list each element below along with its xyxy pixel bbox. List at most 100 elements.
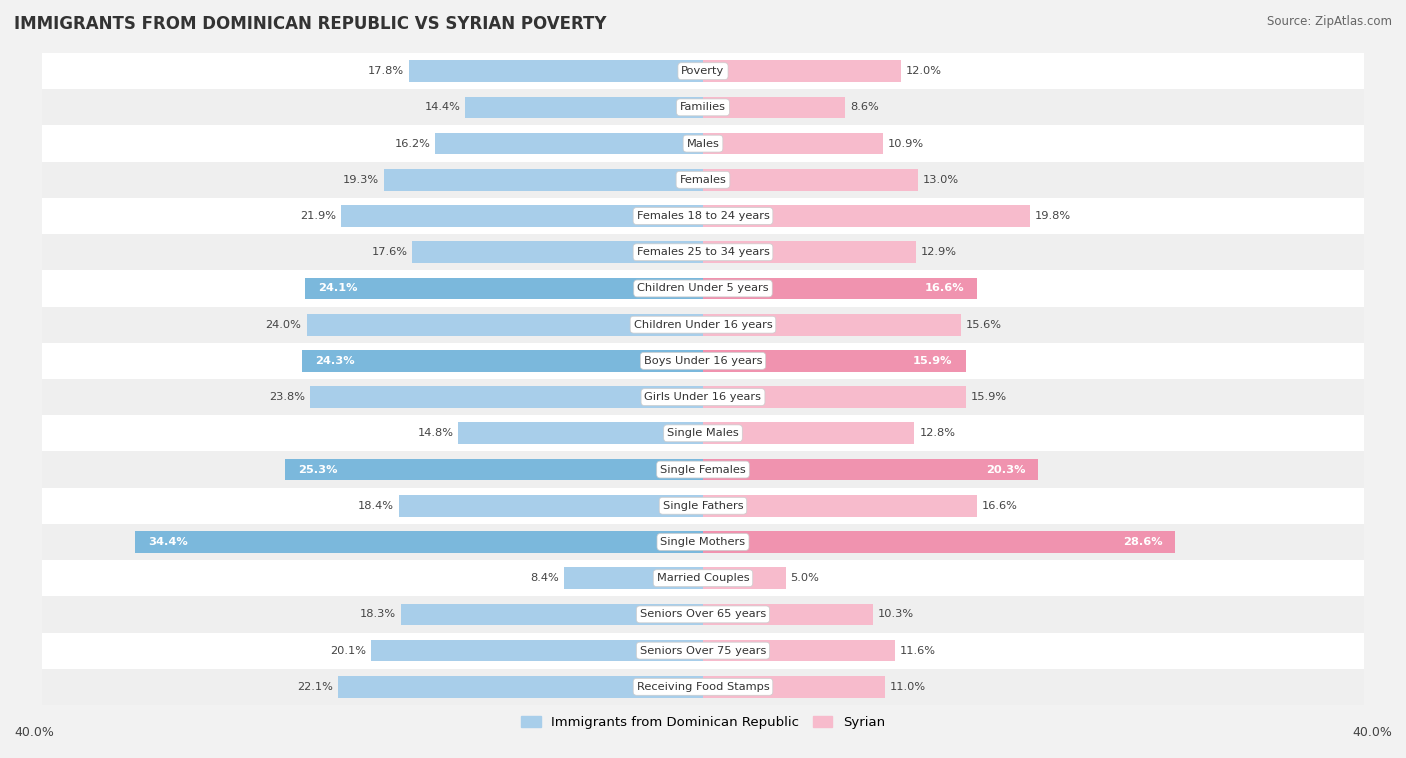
Text: IMMIGRANTS FROM DOMINICAN REPUBLIC VS SYRIAN POVERTY: IMMIGRANTS FROM DOMINICAN REPUBLIC VS SY… <box>14 15 606 33</box>
Bar <box>42 415 1364 452</box>
Text: 34.4%: 34.4% <box>148 537 187 547</box>
Bar <box>42 487 1364 524</box>
Text: 11.0%: 11.0% <box>890 682 925 692</box>
Bar <box>564 567 703 589</box>
Bar <box>42 306 1364 343</box>
Bar <box>337 676 703 697</box>
Text: 8.4%: 8.4% <box>530 573 560 583</box>
Bar <box>307 314 703 336</box>
Text: 18.3%: 18.3% <box>360 609 395 619</box>
Bar <box>42 560 1364 597</box>
Bar <box>305 277 703 299</box>
Bar <box>135 531 703 553</box>
Text: 19.8%: 19.8% <box>1035 211 1071 221</box>
Bar <box>703 459 1039 481</box>
Text: Seniors Over 65 years: Seniors Over 65 years <box>640 609 766 619</box>
Bar <box>285 459 703 481</box>
Bar <box>703 169 918 191</box>
Text: 12.0%: 12.0% <box>907 66 942 76</box>
Text: Seniors Over 75 years: Seniors Over 75 years <box>640 646 766 656</box>
Text: 17.8%: 17.8% <box>368 66 404 76</box>
Text: 20.1%: 20.1% <box>330 646 366 656</box>
Text: 20.3%: 20.3% <box>986 465 1025 475</box>
Bar <box>42 234 1364 271</box>
Text: 12.9%: 12.9% <box>921 247 957 257</box>
Text: Single Females: Single Females <box>661 465 745 475</box>
Bar <box>703 603 873 625</box>
Bar <box>399 495 703 517</box>
Text: 19.3%: 19.3% <box>343 175 380 185</box>
Bar <box>384 169 703 191</box>
Text: 16.6%: 16.6% <box>983 501 1018 511</box>
Bar <box>703 96 845 118</box>
Text: Single Males: Single Males <box>666 428 740 438</box>
Text: 40.0%: 40.0% <box>14 726 53 739</box>
Text: Married Couples: Married Couples <box>657 573 749 583</box>
Bar <box>309 387 703 408</box>
Text: 15.9%: 15.9% <box>970 392 1007 402</box>
Bar <box>703 277 977 299</box>
Text: Boys Under 16 years: Boys Under 16 years <box>644 356 762 366</box>
Bar <box>412 241 703 263</box>
Text: 14.8%: 14.8% <box>418 428 454 438</box>
Text: 8.6%: 8.6% <box>851 102 879 112</box>
Bar <box>42 126 1364 161</box>
Bar <box>42 597 1364 632</box>
Bar <box>42 524 1364 560</box>
Bar <box>401 603 703 625</box>
Text: Females 18 to 24 years: Females 18 to 24 years <box>637 211 769 221</box>
Bar <box>436 133 703 155</box>
Text: 17.6%: 17.6% <box>371 247 408 257</box>
Text: 12.8%: 12.8% <box>920 428 956 438</box>
Text: 22.1%: 22.1% <box>297 682 333 692</box>
Text: 21.9%: 21.9% <box>301 211 336 221</box>
Bar <box>301 350 703 371</box>
Bar <box>703 205 1031 227</box>
Text: 14.4%: 14.4% <box>425 102 460 112</box>
Bar <box>703 350 966 371</box>
Bar <box>703 567 786 589</box>
Text: Families: Families <box>681 102 725 112</box>
Legend: Immigrants from Dominican Republic, Syrian: Immigrants from Dominican Republic, Syri… <box>516 710 890 735</box>
Text: Children Under 16 years: Children Under 16 years <box>634 320 772 330</box>
Text: 10.3%: 10.3% <box>879 609 914 619</box>
Bar <box>458 422 703 444</box>
Bar <box>371 640 703 662</box>
Bar <box>42 89 1364 126</box>
Text: 25.3%: 25.3% <box>298 465 337 475</box>
Text: Males: Males <box>686 139 720 149</box>
Text: 28.6%: 28.6% <box>1122 537 1163 547</box>
Text: Receiving Food Stamps: Receiving Food Stamps <box>637 682 769 692</box>
Text: 11.6%: 11.6% <box>900 646 935 656</box>
Text: 18.4%: 18.4% <box>359 501 394 511</box>
Bar <box>703 314 960 336</box>
Bar <box>465 96 703 118</box>
Bar <box>42 669 1364 705</box>
Text: Females 25 to 34 years: Females 25 to 34 years <box>637 247 769 257</box>
Bar <box>42 271 1364 306</box>
Text: 24.3%: 24.3% <box>315 356 354 366</box>
Text: Children Under 5 years: Children Under 5 years <box>637 283 769 293</box>
Text: Source: ZipAtlas.com: Source: ZipAtlas.com <box>1267 15 1392 28</box>
Bar <box>703 61 901 82</box>
Text: Single Fathers: Single Fathers <box>662 501 744 511</box>
Bar <box>703 422 914 444</box>
Bar <box>42 161 1364 198</box>
Bar <box>703 133 883 155</box>
Bar <box>703 495 977 517</box>
Text: Females: Females <box>679 175 727 185</box>
Text: 24.0%: 24.0% <box>266 320 301 330</box>
Bar <box>703 387 966 408</box>
Text: 24.1%: 24.1% <box>318 283 357 293</box>
Bar <box>342 205 703 227</box>
Bar <box>409 61 703 82</box>
Text: 23.8%: 23.8% <box>269 392 305 402</box>
Text: Girls Under 16 years: Girls Under 16 years <box>644 392 762 402</box>
Text: Poverty: Poverty <box>682 66 724 76</box>
Text: 13.0%: 13.0% <box>922 175 959 185</box>
Bar <box>42 343 1364 379</box>
Text: 15.6%: 15.6% <box>966 320 1001 330</box>
Text: 40.0%: 40.0% <box>1353 726 1392 739</box>
Text: 15.9%: 15.9% <box>912 356 952 366</box>
Bar <box>42 53 1364 89</box>
